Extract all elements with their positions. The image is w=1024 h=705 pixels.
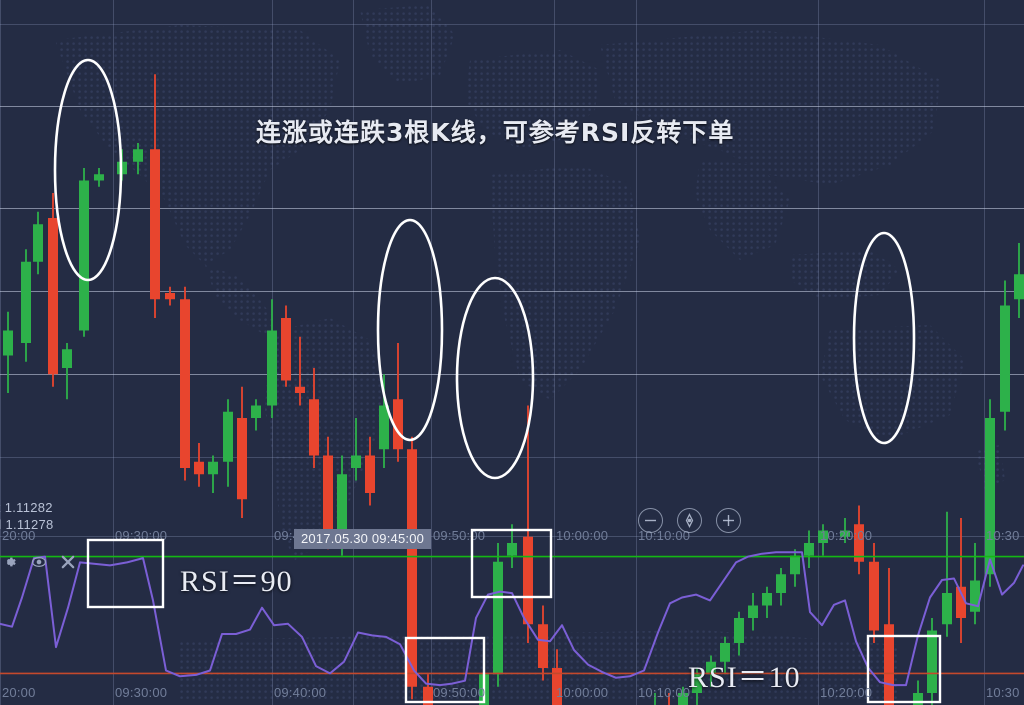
rsi-box-low-1 <box>404 636 486 704</box>
candlestick <box>776 568 786 606</box>
candlestick <box>150 74 160 318</box>
candlestick <box>927 618 937 705</box>
rsi-box-high-1 <box>86 538 165 609</box>
candlestick <box>507 524 517 568</box>
candlestick <box>678 686 688 705</box>
candlestick <box>956 518 966 643</box>
ask-price-label: k 1.11282 <box>0 500 53 515</box>
candlestick <box>208 455 218 493</box>
candlestick <box>538 605 548 681</box>
time-axis-label: 20:00 <box>2 528 36 543</box>
time-axis-label: 09:40:00 <box>274 685 327 700</box>
plus-icon <box>723 515 734 526</box>
candlestick <box>194 443 204 487</box>
time-axis-label: 09:50:00 <box>433 685 486 700</box>
candlestick <box>48 193 58 387</box>
candlestick <box>854 505 864 575</box>
rsi-box-high-2 <box>470 528 553 599</box>
candlestick <box>552 649 562 705</box>
candlestick <box>281 305 291 387</box>
candlestick <box>818 524 828 556</box>
candlestick <box>913 680 923 705</box>
candlestick <box>668 693 670 705</box>
candlestick <box>223 399 233 487</box>
ellipse-3 <box>455 276 535 480</box>
candlestick <box>790 549 800 587</box>
candlestick <box>523 405 533 643</box>
indicator-toolbar[interactable] <box>2 554 76 570</box>
time-axis-label: 10:00:00 <box>556 685 609 700</box>
candlestick <box>804 530 814 568</box>
time-axis-label: 10:30 <box>986 528 1020 543</box>
candlestick <box>734 611 744 656</box>
gear-icon[interactable] <box>2 554 18 570</box>
time-axis-label: 10:20:00 <box>820 528 873 543</box>
candlestick <box>180 286 190 481</box>
annotation-title: 连涨或连跌3根K线，可参考RSI反转下单 <box>256 118 735 147</box>
zoom-controls[interactable] <box>638 508 741 533</box>
candlestick <box>365 436 375 506</box>
candlestick <box>942 511 952 637</box>
rsi-low-annotation-label: RSI＝10 <box>688 661 801 694</box>
candlestick <box>869 543 879 643</box>
candlestick <box>62 343 72 400</box>
candlestick <box>33 211 43 275</box>
candlestick <box>692 668 702 705</box>
zoom-in-button[interactable] <box>716 508 741 533</box>
candlestick <box>1000 280 1010 431</box>
crosshair-target-icon <box>685 513 694 528</box>
annotation-ellipses <box>53 58 916 480</box>
candlestick <box>884 568 894 705</box>
time-axis-label: 10:00:00 <box>556 528 609 543</box>
rsi-indicator-series <box>0 551 1024 687</box>
candlestick <box>267 299 277 418</box>
candlestick <box>748 593 758 631</box>
candlestick <box>79 168 89 337</box>
candlestick <box>493 543 503 687</box>
crosshair-time-tooltip: 2017.05.30 09:45:00 <box>294 529 432 549</box>
candlestick <box>706 655 716 687</box>
candlestick <box>762 586 772 618</box>
candlestick <box>720 636 730 675</box>
candlestick <box>393 343 403 462</box>
candlestick <box>407 436 417 700</box>
candlestick <box>423 674 433 705</box>
rsi-line <box>0 551 1024 687</box>
candlestick <box>165 286 175 306</box>
time-axis-label: 09:30:00 <box>115 685 168 700</box>
time-axis-label: 20:00 <box>2 685 36 700</box>
candlestick <box>237 386 247 518</box>
candlestick <box>21 249 31 362</box>
time-axis-bottom: 20:00 09:30:00 09:40:00 09:50:00 10:00:00 10:… <box>0 685 1024 705</box>
close-icon[interactable] <box>60 554 76 570</box>
ellipse-2 <box>376 218 444 442</box>
time-axis-label: 10:20:00 <box>820 685 873 700</box>
zoom-out-button[interactable] <box>638 508 663 533</box>
rsi-box-low-2 <box>866 634 942 704</box>
rsi-high-annotation-label: RSI＝90 <box>180 565 293 598</box>
ellipse-1 <box>53 58 123 282</box>
reset-zoom-button[interactable] <box>677 508 702 533</box>
candlestick <box>94 168 104 187</box>
candlestick <box>251 399 261 431</box>
candlestick <box>1014 243 1024 318</box>
candlestick <box>309 368 319 468</box>
minus-icon <box>645 519 656 522</box>
time-axis-label: 10:30 <box>986 685 1020 700</box>
candlestick <box>351 418 361 481</box>
candlestick <box>840 518 850 543</box>
bid-price-label: d 1.11278 <box>0 517 54 532</box>
candlestick <box>985 399 995 587</box>
candlestick <box>295 336 305 406</box>
candlestick <box>3 311 13 393</box>
rsi-pane[interactable] <box>0 536 1024 705</box>
eye-icon[interactable] <box>31 554 47 570</box>
time-axis-label: 10:10:00 <box>638 685 691 700</box>
candlestick <box>133 143 143 175</box>
ellipse-4 <box>852 231 916 445</box>
